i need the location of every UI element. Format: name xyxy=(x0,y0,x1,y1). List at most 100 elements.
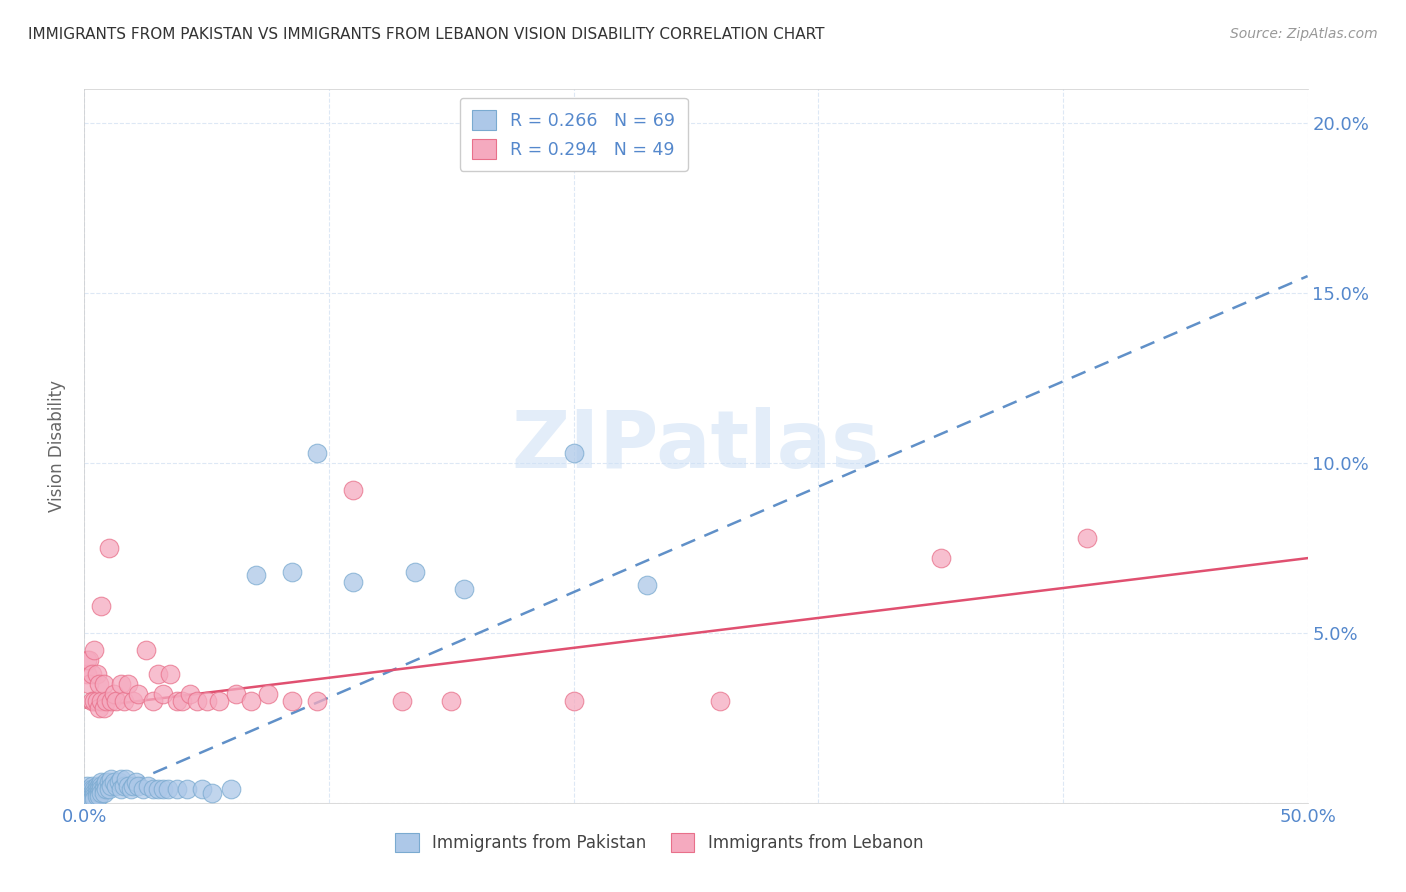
Point xyxy=(90,786,112,800)
Point xyxy=(636,578,658,592)
Point xyxy=(77,786,100,800)
Point xyxy=(709,694,731,708)
Point xyxy=(120,782,142,797)
Point xyxy=(86,694,108,708)
Point xyxy=(86,789,108,803)
Point xyxy=(136,779,159,793)
Point xyxy=(100,779,122,793)
Point xyxy=(77,789,100,803)
Point xyxy=(132,782,155,797)
Point xyxy=(208,694,231,708)
Point xyxy=(93,677,115,691)
Point xyxy=(562,694,585,708)
Point xyxy=(76,779,98,793)
Point xyxy=(281,694,304,708)
Point xyxy=(440,694,463,708)
Point xyxy=(112,694,135,708)
Point xyxy=(93,779,115,793)
Point xyxy=(76,666,98,681)
Point xyxy=(83,789,105,803)
Point xyxy=(90,694,112,708)
Point xyxy=(83,643,105,657)
Point xyxy=(172,694,194,708)
Point xyxy=(117,779,139,793)
Point xyxy=(90,779,112,793)
Point xyxy=(562,446,585,460)
Point xyxy=(502,133,524,147)
Legend: Immigrants from Pakistan, Immigrants from Lebanon: Immigrants from Pakistan, Immigrants fro… xyxy=(388,826,929,859)
Point xyxy=(96,782,118,797)
Point xyxy=(404,565,426,579)
Point xyxy=(80,666,103,681)
Point xyxy=(152,782,174,797)
Point xyxy=(90,775,112,789)
Point xyxy=(93,786,115,800)
Point xyxy=(146,782,169,797)
Point xyxy=(96,775,118,789)
Point xyxy=(117,677,139,691)
Point xyxy=(112,779,135,793)
Point xyxy=(103,687,125,701)
Point xyxy=(115,772,138,786)
Point xyxy=(156,782,179,797)
Point xyxy=(87,677,110,691)
Point xyxy=(87,700,110,714)
Point xyxy=(103,775,125,789)
Point xyxy=(80,694,103,708)
Point xyxy=(83,786,105,800)
Point xyxy=(176,782,198,797)
Point xyxy=(110,677,132,691)
Point xyxy=(200,786,222,800)
Point xyxy=(80,779,103,793)
Point xyxy=(93,700,115,714)
Point xyxy=(152,687,174,701)
Point xyxy=(1076,531,1098,545)
Point xyxy=(166,782,188,797)
Point xyxy=(90,782,112,797)
Point xyxy=(87,789,110,803)
Point xyxy=(97,541,120,555)
Point xyxy=(77,653,100,667)
Text: ZIPatlas: ZIPatlas xyxy=(512,407,880,485)
Point xyxy=(127,779,149,793)
Point xyxy=(166,694,188,708)
Point xyxy=(100,694,122,708)
Point xyxy=(186,694,208,708)
Point xyxy=(97,775,120,789)
Point xyxy=(127,687,149,701)
Y-axis label: Vision Disability: Vision Disability xyxy=(48,380,66,512)
Point xyxy=(107,775,129,789)
Point xyxy=(80,789,103,803)
Point xyxy=(77,782,100,797)
Point xyxy=(305,446,328,460)
Point xyxy=(105,779,128,793)
Point xyxy=(142,782,165,797)
Point xyxy=(80,782,103,797)
Text: IMMIGRANTS FROM PAKISTAN VS IMMIGRANTS FROM LEBANON VISION DISABILITY CORRELATIO: IMMIGRANTS FROM PAKISTAN VS IMMIGRANTS F… xyxy=(28,27,825,42)
Point xyxy=(225,687,247,701)
Point xyxy=(391,694,413,708)
Point xyxy=(97,782,120,797)
Point xyxy=(122,694,145,708)
Point xyxy=(159,666,181,681)
Point xyxy=(77,677,100,691)
Point xyxy=(90,599,112,613)
Point xyxy=(179,687,201,701)
Point xyxy=(239,694,262,708)
Point xyxy=(93,782,115,797)
Point xyxy=(142,694,165,708)
Point xyxy=(146,666,169,681)
Point xyxy=(219,782,242,797)
Point xyxy=(105,694,128,708)
Point xyxy=(191,782,214,797)
Point xyxy=(342,574,364,589)
Point xyxy=(87,786,110,800)
Point xyxy=(77,792,100,806)
Point xyxy=(122,779,145,793)
Point xyxy=(83,792,105,806)
Point xyxy=(76,789,98,803)
Point xyxy=(125,775,148,789)
Point xyxy=(257,687,280,701)
Point xyxy=(87,782,110,797)
Point xyxy=(100,772,122,786)
